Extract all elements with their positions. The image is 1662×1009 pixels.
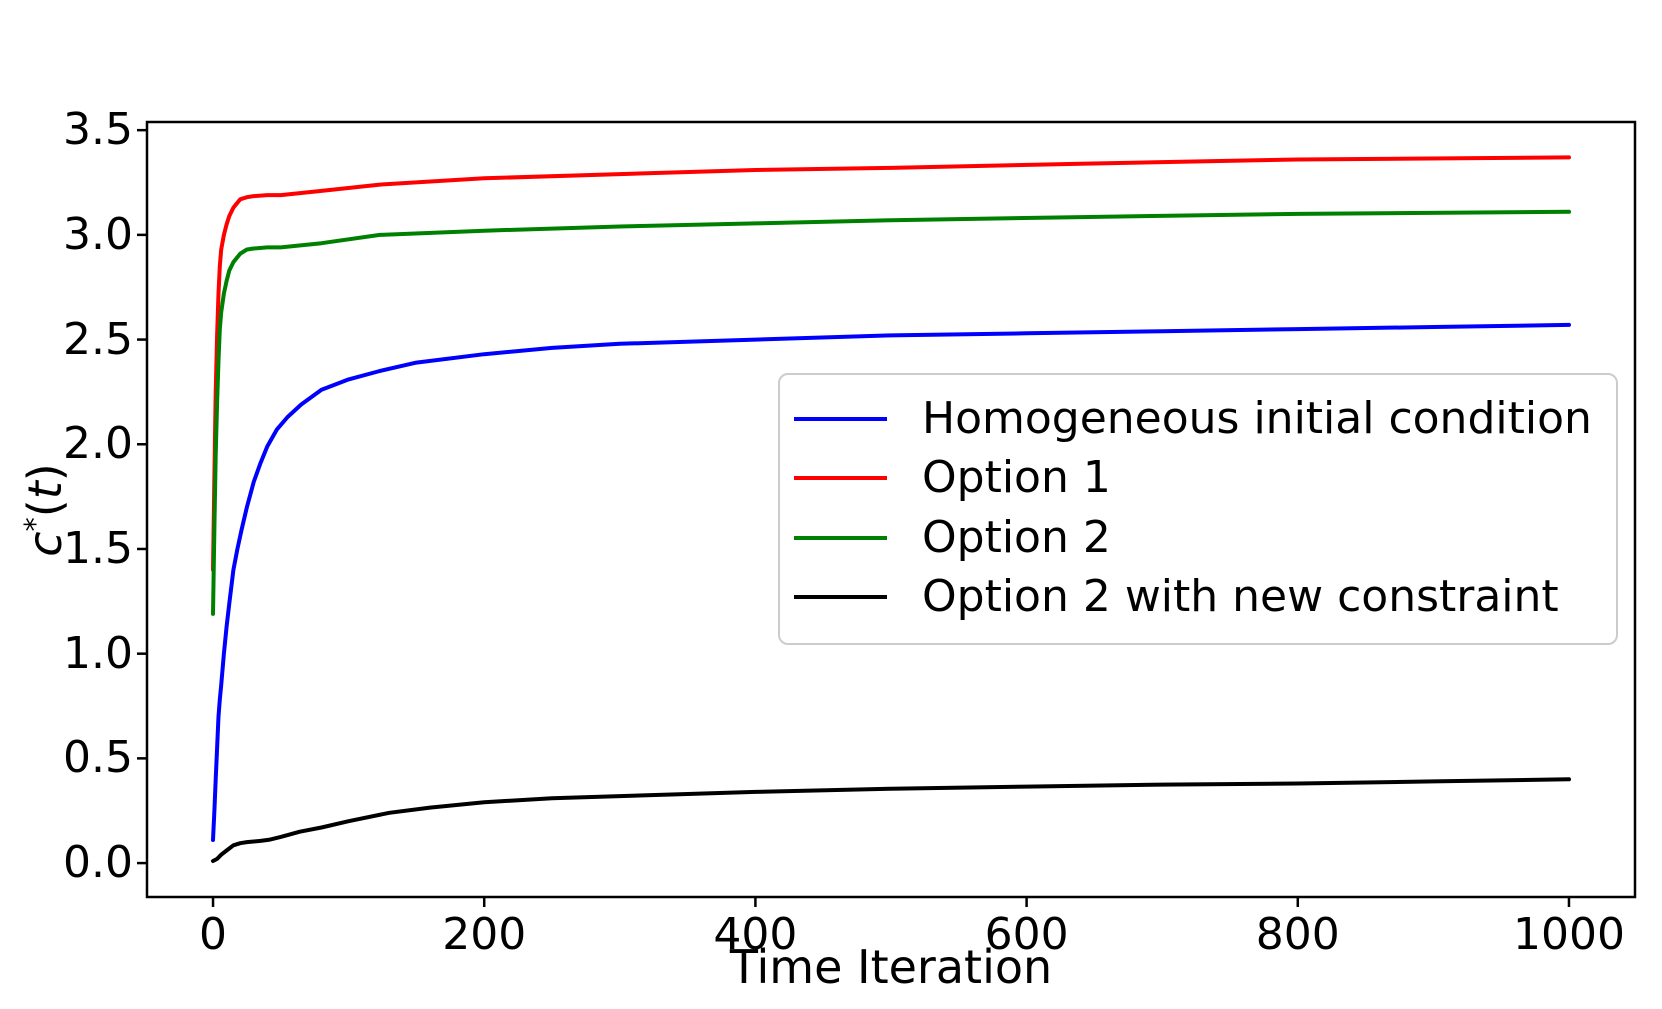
x-tick-label: 0 [199, 909, 228, 960]
ylabel-paren-open: ( [18, 498, 72, 517]
legend-label: Option 1 [922, 452, 1111, 504]
legend-swatch-line [794, 535, 887, 540]
legend-item-option-1: Option 1 [794, 449, 1596, 509]
series-line-option-2 [211, 209, 1571, 616]
x-tick-label: 600 [984, 909, 1069, 960]
x-tick-label: 800 [1255, 909, 1340, 960]
series-line-homogeneous-initial-condition [211, 322, 1571, 842]
axes-frame [145, 120, 1637, 899]
y-tick-label: 2.0 [63, 418, 133, 470]
y-tick-label: 3.5 [63, 104, 133, 156]
y-tick-label: 0.0 [63, 837, 133, 889]
y-tick-label: 3.0 [63, 208, 133, 260]
legend-item-homogeneous-initial-condition: Homogeneous initial condition [794, 389, 1596, 449]
legend-item-option-2: Option 2 [794, 508, 1596, 568]
y-tick-label: 2.5 [63, 313, 133, 365]
x-tick-label: 1000 [1512, 909, 1625, 960]
legend: Homogeneous initial condition Option 1 Opt… [778, 373, 1618, 645]
y-tick-label: 1.5 [63, 522, 133, 574]
legend-swatch-line [794, 416, 887, 421]
y-tick-label: 1.0 [63, 627, 133, 679]
legend-label: Homogeneous initial condition [922, 392, 1592, 444]
legend-label: Option 2 [922, 511, 1111, 563]
legend-label: Option 2 with new constraint [922, 571, 1559, 623]
series-line-option-2-with-new-constraint [211, 777, 1571, 863]
x-axis-label: Time Iteration [729, 940, 1053, 994]
legend-swatch-line [794, 595, 887, 600]
y-axis-label: c*(t) [18, 463, 72, 557]
x-tick-label: 400 [713, 909, 798, 960]
series-line-option-1 [211, 155, 1571, 572]
legend-swatch-line [794, 476, 887, 481]
legend-item-option-2-with-new-constraint: Option 2 with new constraint [794, 568, 1596, 628]
x-tick-label: 200 [442, 909, 527, 960]
ylabel-superscript-star: * [18, 516, 52, 531]
y-tick-label: 0.5 [63, 732, 133, 784]
ylabel-argument: t [18, 480, 72, 499]
